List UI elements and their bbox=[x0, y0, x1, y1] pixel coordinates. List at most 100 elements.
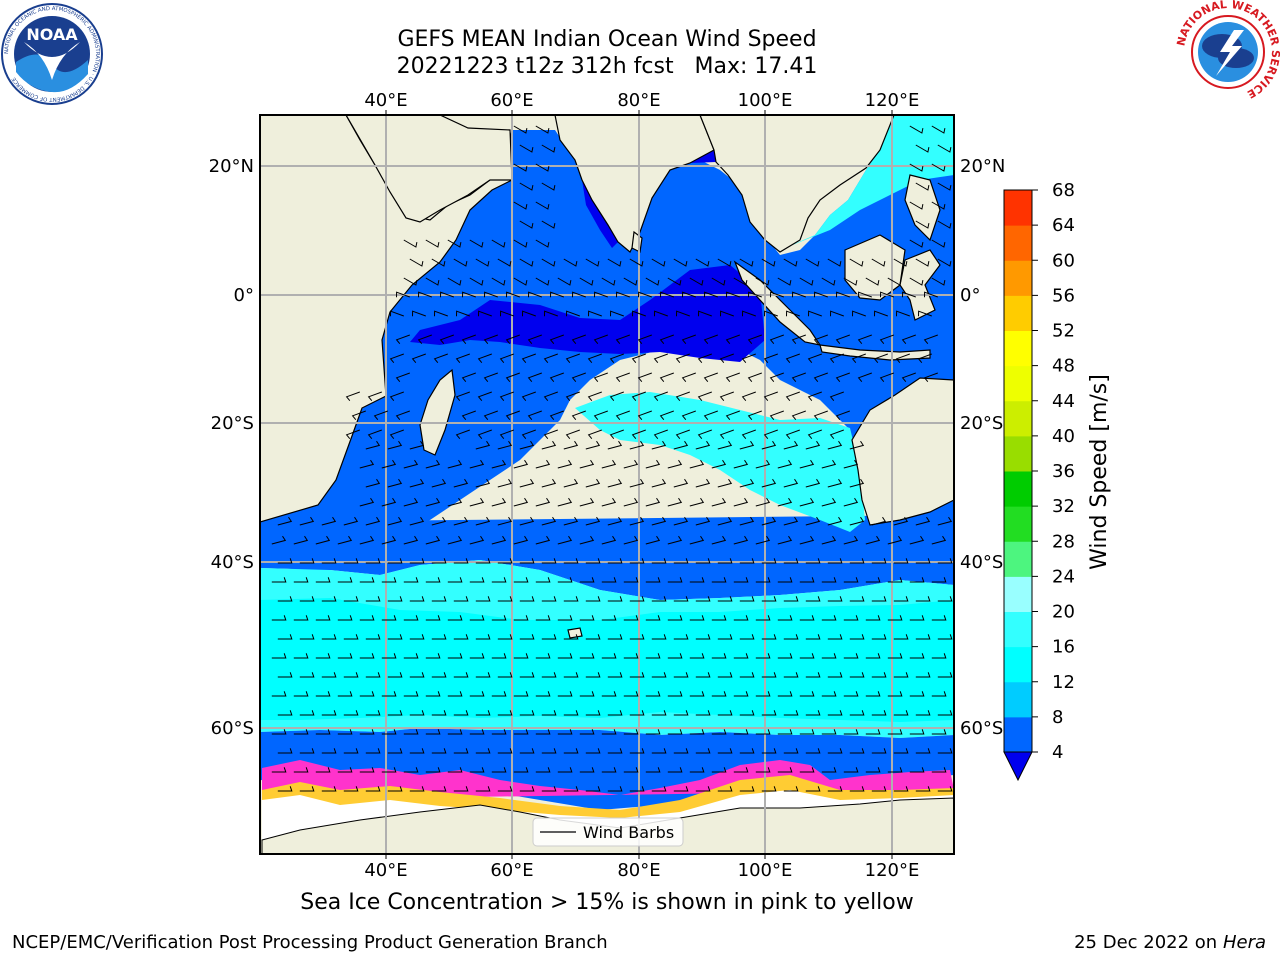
wind-barb bbox=[887, 277, 902, 286]
wind-barb bbox=[857, 372, 872, 383]
australia bbox=[851, 377, 954, 526]
wind-barb bbox=[893, 258, 908, 267]
wind-barb bbox=[367, 391, 382, 402]
wind-barb bbox=[629, 786, 645, 792]
wind-barb bbox=[673, 516, 689, 526]
wind-barb bbox=[431, 748, 447, 754]
wind-barb bbox=[719, 391, 734, 402]
wind-barb bbox=[805, 516, 821, 526]
wind-barb bbox=[585, 748, 601, 754]
wind-barb bbox=[563, 786, 579, 792]
wind-barb bbox=[704, 291, 718, 298]
wind-barb bbox=[593, 372, 608, 383]
wind-barb bbox=[673, 596, 689, 602]
wind-barb bbox=[557, 767, 573, 773]
wind-barb bbox=[557, 691, 573, 697]
wind-barb bbox=[403, 653, 419, 659]
wind-barb bbox=[343, 596, 359, 602]
wind-barb bbox=[610, 310, 624, 317]
wind-barb bbox=[645, 535, 661, 545]
wind-barb bbox=[717, 516, 733, 526]
wind-barb bbox=[447, 653, 463, 659]
wind-barb bbox=[381, 691, 397, 697]
colorbar-tick-label: 4 bbox=[1052, 742, 1063, 763]
wind-barb bbox=[923, 334, 938, 345]
wind-barb bbox=[835, 372, 850, 383]
wind-barb bbox=[293, 691, 309, 697]
wind-barb bbox=[469, 239, 484, 248]
wind-barb bbox=[425, 691, 441, 697]
wind-barb bbox=[689, 729, 705, 735]
wind-barb bbox=[475, 596, 491, 602]
wind-barb bbox=[857, 334, 872, 345]
wind-barb bbox=[535, 615, 551, 621]
wind-barb bbox=[543, 353, 558, 364]
wind-barb bbox=[513, 497, 529, 507]
wind-barb bbox=[484, 291, 498, 298]
wind-barb bbox=[785, 391, 800, 402]
wind-barb bbox=[799, 653, 815, 659]
wind-barb bbox=[601, 535, 617, 545]
wind-barb bbox=[689, 277, 704, 286]
wind-barb bbox=[469, 277, 484, 286]
wind-barb bbox=[431, 478, 447, 488]
wind-barb bbox=[478, 310, 492, 317]
wind-barb bbox=[777, 653, 793, 659]
wind-barb bbox=[541, 710, 557, 716]
wind-barb bbox=[673, 258, 688, 267]
wind-barb bbox=[783, 516, 799, 526]
wind-barb bbox=[387, 672, 403, 678]
wind-barb bbox=[733, 767, 749, 773]
wind-barb bbox=[497, 558, 513, 564]
wind-barb bbox=[805, 478, 821, 488]
wind-barb bbox=[497, 440, 513, 450]
wind-barb bbox=[469, 535, 485, 545]
wind-barb bbox=[871, 558, 887, 564]
wind-barb bbox=[563, 258, 578, 267]
wind-barb bbox=[909, 277, 924, 286]
lon-tick-bottom-40: 40°E bbox=[364, 860, 407, 881]
wind-barb bbox=[535, 653, 551, 659]
wind-barb bbox=[277, 634, 293, 640]
wind-barb bbox=[893, 558, 909, 564]
wind-barb bbox=[541, 258, 556, 267]
wind-barb bbox=[651, 634, 667, 640]
wind-barb bbox=[585, 672, 601, 678]
wind-barb bbox=[389, 353, 404, 364]
wind-barb bbox=[475, 786, 491, 792]
wind-barb bbox=[469, 615, 485, 621]
wind-barb bbox=[609, 353, 624, 364]
wind-barb bbox=[785, 353, 800, 364]
wind-barb bbox=[843, 653, 859, 659]
wind-barb bbox=[711, 653, 727, 659]
wind-barb bbox=[645, 691, 661, 697]
wind-barb bbox=[565, 429, 580, 440]
wind-barb bbox=[609, 391, 624, 402]
wind-barb bbox=[931, 201, 946, 210]
wind-barb bbox=[783, 634, 799, 640]
wind-barb bbox=[271, 691, 287, 697]
wind-barb bbox=[571, 372, 586, 383]
wind-barb bbox=[453, 596, 469, 602]
wind-barb bbox=[739, 672, 755, 678]
wind-barb bbox=[739, 516, 755, 526]
wind-barb bbox=[395, 410, 410, 421]
wind-barb bbox=[821, 577, 837, 583]
wind-barb bbox=[315, 615, 331, 621]
wind-barb bbox=[733, 535, 749, 545]
colorbar-tick-label: 12 bbox=[1052, 672, 1075, 693]
wind-barb bbox=[623, 497, 639, 507]
wind-barb bbox=[865, 535, 881, 545]
wind-barb bbox=[711, 767, 727, 773]
wind-barb bbox=[321, 596, 337, 602]
wind-barb bbox=[593, 410, 608, 421]
wind-barb bbox=[659, 410, 674, 421]
wind-barb bbox=[469, 729, 485, 735]
wind-barb bbox=[689, 653, 705, 659]
wind-barb bbox=[563, 558, 579, 564]
wind-barb bbox=[871, 258, 886, 267]
lon-tick-bottom-100: 100°E bbox=[738, 860, 793, 881]
wind-barb bbox=[739, 634, 755, 640]
wind-barb bbox=[462, 291, 476, 298]
wind-barb bbox=[387, 634, 403, 640]
